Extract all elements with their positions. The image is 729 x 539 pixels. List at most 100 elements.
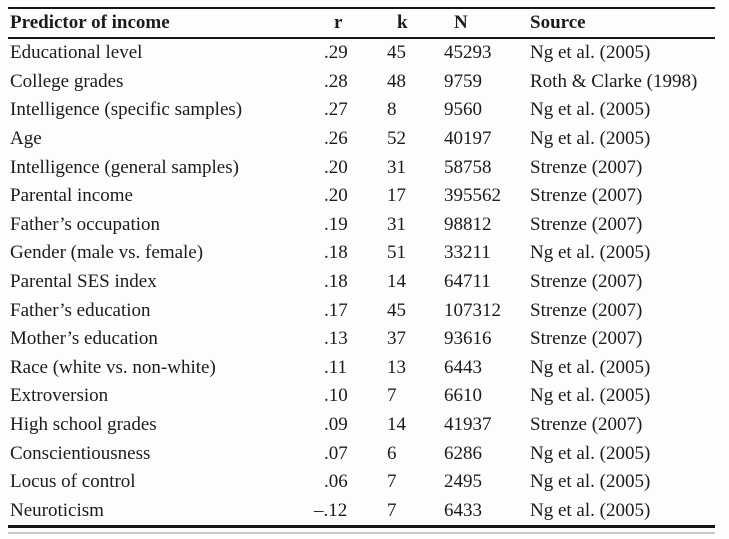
cell-n: 9759 bbox=[444, 70, 482, 92]
table-row: Intelligence (specific samples) .27 8 9560 N… bbox=[8, 96, 715, 125]
cell-r: .06 bbox=[324, 471, 348, 493]
column-header-n: N bbox=[442, 8, 528, 39]
cell-n: 6433 bbox=[442, 496, 528, 529]
table-row: Father’s education .17 45 107312 Strenze (20… bbox=[8, 296, 715, 325]
cell-source: Ng et al. (2005) bbox=[530, 442, 651, 464]
cell-k: 45 bbox=[387, 42, 406, 64]
cell-r: .07 bbox=[324, 442, 348, 464]
cell-r: .13 bbox=[324, 328, 348, 350]
cell-k: 7 bbox=[387, 385, 397, 407]
cell-k: 51 bbox=[387, 242, 406, 264]
cell-r: .27 bbox=[324, 99, 348, 121]
cell-n: 93616 bbox=[444, 328, 492, 350]
cell-source: Ng et al. (2005) bbox=[530, 99, 651, 121]
cell-predictor: Intelligence (specific samples) bbox=[10, 99, 243, 121]
cell-source: Strenze (2007) bbox=[530, 185, 643, 207]
cell-k: 6 bbox=[387, 442, 397, 464]
table-row: Mother’s education .13 37 93616 Strenze (200… bbox=[8, 325, 715, 354]
cell-source: Strenze (2007) bbox=[530, 271, 643, 293]
cell-n: 64711 bbox=[444, 271, 491, 293]
table-row: Educational level .29 45 45293 Ng et al. (20… bbox=[8, 38, 715, 68]
column-header-source: Source bbox=[528, 8, 715, 39]
cell-n: 2495 bbox=[444, 471, 482, 493]
cell-r: .28 bbox=[324, 70, 348, 92]
cell-r: .09 bbox=[324, 414, 348, 436]
cell-predictor: Father’s occupation bbox=[10, 213, 161, 235]
table-row: Locus of control .06 7 2495 Ng et al. (2005) bbox=[8, 468, 715, 497]
table-body: Educational level .29 45 45293 Ng et al. (20… bbox=[8, 38, 715, 529]
cell-n: 9560 bbox=[444, 99, 482, 121]
cell-predictor: College grades bbox=[10, 70, 124, 92]
cell-r: –.12 bbox=[314, 496, 385, 529]
header-row: Predictor of income r k N Source bbox=[8, 8, 715, 39]
cell-predictor: Locus of control bbox=[10, 471, 136, 493]
table-row: Gender (male vs. female) .18 51 33211 Ng et … bbox=[8, 239, 715, 268]
cell-predictor: Mother’s education bbox=[10, 328, 158, 350]
cell-n: 395562 bbox=[444, 185, 501, 207]
cell-predictor: High school grades bbox=[10, 414, 157, 436]
table-row: High school grades .09 14 41937 Strenze (200… bbox=[8, 411, 715, 440]
cell-n: 45293 bbox=[444, 42, 492, 64]
cell-r: .26 bbox=[324, 128, 348, 150]
cell-n: 40197 bbox=[444, 128, 492, 150]
table-row: Intelligence (general samples) .20 31 58758… bbox=[8, 153, 715, 182]
cell-source: Ng et al. (2005) bbox=[528, 496, 715, 529]
cell-predictor: Conscientiousness bbox=[10, 442, 151, 464]
cell-source: Roth & Clarke (1998) bbox=[530, 70, 698, 92]
table-row: Age .26 52 40197 Ng et al. (2005) bbox=[8, 125, 715, 154]
cell-n: 6443 bbox=[444, 356, 482, 378]
cell-k: 45 bbox=[387, 299, 406, 321]
cell-r: .20 bbox=[324, 185, 348, 207]
cell-predictor: Parental income bbox=[10, 185, 133, 207]
cell-k: 37 bbox=[387, 328, 406, 350]
table-row: Parental income .20 17 395562 Strenze (2007) bbox=[8, 182, 715, 211]
cell-source: Strenze (2007) bbox=[530, 213, 643, 235]
table-row: Parental SES index .18 14 64711 Strenze (200… bbox=[8, 268, 715, 297]
cell-n: 107312 bbox=[444, 299, 501, 321]
cell-predictor: Parental SES index bbox=[10, 271, 157, 293]
column-header-k: k bbox=[385, 8, 442, 39]
table-header: Predictor of income r k N Source bbox=[8, 8, 715, 39]
cell-r: .20 bbox=[324, 156, 348, 178]
table-row: Conscientiousness .07 6 6286 Ng et al. (2005… bbox=[8, 439, 715, 468]
cell-k: 13 bbox=[387, 356, 406, 378]
paper-table-page: Predictor of income r k N Source Educati… bbox=[8, 7, 715, 535]
cell-n: 41937 bbox=[444, 414, 492, 436]
table-row: Race (white vs. non-white) .11 13 6443 Ng et… bbox=[8, 354, 715, 383]
column-header-r: r bbox=[322, 8, 385, 39]
cell-predictor: Intelligence (general samples) bbox=[10, 156, 239, 178]
cell-source: Ng et al. (2005) bbox=[530, 128, 651, 150]
cell-predictor: Educational level bbox=[10, 42, 143, 64]
table-row: College grades .28 48 9759 Roth & Clarke (19… bbox=[8, 68, 715, 97]
cell-n: 98812 bbox=[444, 213, 492, 235]
cell-predictor: Gender (male vs. female) bbox=[10, 242, 204, 264]
cell-predictor: Neuroticism bbox=[8, 496, 322, 529]
table-row: Father’s occupation .19 31 98812 Strenze (20… bbox=[8, 211, 715, 240]
cell-predictor: Race (white vs. non-white) bbox=[10, 356, 216, 378]
cell-r: .18 bbox=[324, 242, 348, 264]
cell-k: 7 bbox=[387, 471, 397, 493]
cell-k: 31 bbox=[387, 156, 406, 178]
cell-r: .17 bbox=[324, 299, 348, 321]
cell-k: 14 bbox=[387, 271, 406, 293]
column-header-predictor: Predictor of income bbox=[8, 8, 322, 39]
table-row: Neuroticism –.12 7 6433 Ng et al. (2005) bbox=[8, 496, 715, 529]
income-predictors-table: Predictor of income r k N Source Educati… bbox=[8, 7, 715, 529]
cell-source: Ng et al. (2005) bbox=[530, 42, 651, 64]
cell-n: 6286 bbox=[444, 442, 482, 464]
cell-k: 48 bbox=[387, 70, 406, 92]
cell-predictor: Age bbox=[10, 128, 42, 150]
cell-r: .19 bbox=[324, 213, 348, 235]
cell-r: .18 bbox=[324, 271, 348, 293]
cell-r: .11 bbox=[324, 356, 348, 378]
cell-n: 6610 bbox=[444, 385, 482, 407]
cell-source: Strenze (2007) bbox=[530, 328, 643, 350]
cell-source: Strenze (2007) bbox=[530, 299, 643, 321]
cell-k: 14 bbox=[387, 414, 406, 436]
cell-source: Ng et al. (2005) bbox=[530, 385, 651, 407]
cell-source: Ng et al. (2005) bbox=[530, 242, 651, 264]
cell-source: Strenze (2007) bbox=[530, 156, 643, 178]
bottom-rule-shadow bbox=[8, 532, 715, 535]
cell-source: Ng et al. (2005) bbox=[530, 356, 651, 378]
cell-k: 31 bbox=[387, 213, 406, 235]
